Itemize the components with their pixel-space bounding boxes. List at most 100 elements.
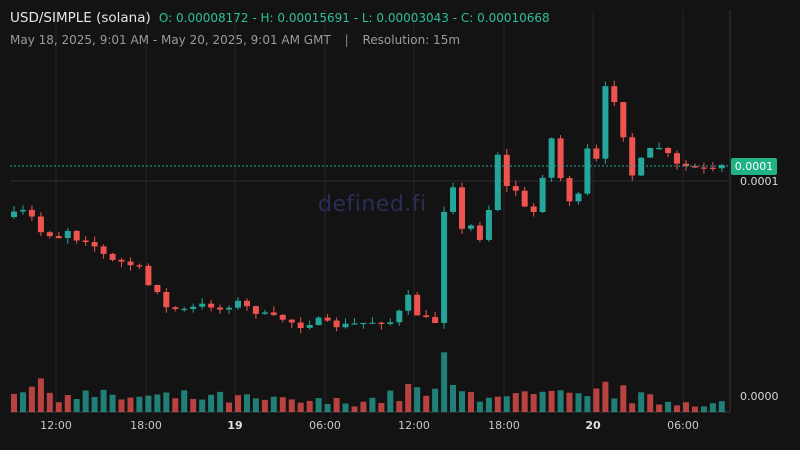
candle-body: [136, 265, 143, 267]
candle-body: [423, 315, 430, 317]
candle-body: [20, 209, 26, 212]
candle-body: [315, 317, 322, 326]
volume-bar: [82, 390, 89, 412]
volume-bar: [351, 406, 358, 412]
volume-bar: [217, 391, 224, 412]
candle-body: [217, 307, 224, 310]
volume-bar: [20, 392, 26, 412]
volume-bar: [73, 399, 80, 412]
candle-body: [235, 300, 241, 308]
volume-bar: [118, 399, 125, 412]
volume-bar: [46, 392, 53, 412]
candle-body: [360, 322, 367, 325]
candle-body: [476, 225, 483, 240]
candle-body: [270, 312, 277, 315]
resolution: Resolution: 15m: [362, 33, 461, 47]
candle-body: [566, 178, 573, 202]
candle-body: [647, 148, 654, 158]
volume-bar: [521, 391, 528, 412]
volume-bar: [315, 398, 322, 412]
volume-bar: [584, 396, 591, 412]
candle-body: [351, 323, 358, 325]
date-range: May 18, 2025, 9:01 AM - May 20, 2025, 9:…: [10, 33, 331, 47]
volume-bar: [423, 395, 430, 412]
volume-bar: [190, 399, 197, 412]
volume-bar: [181, 390, 188, 412]
candle-body: [226, 307, 232, 310]
candle-body: [512, 186, 519, 191]
candle-body: [324, 317, 331, 321]
candle-body: [485, 210, 492, 240]
volume-bar: [226, 402, 232, 412]
symbol-title: USD/SIMPLE (solana): [10, 10, 151, 26]
volume-bar: [450, 385, 456, 412]
volume-bar: [629, 403, 636, 412]
chart-subheader: May 18, 2025, 9:01 AM - May 20, 2025, 9:…: [10, 33, 460, 47]
candle-body: [154, 285, 161, 292]
volume-bar: [154, 394, 161, 412]
candle-body: [683, 163, 689, 167]
candle-body: [297, 322, 304, 328]
volume-bar: [163, 392, 170, 412]
volume-bar: [199, 399, 206, 412]
candle-body: [709, 167, 716, 169]
candle-body: [208, 303, 215, 308]
volume-bar: [100, 389, 107, 412]
candle-body: [432, 317, 439, 323]
volume-bar: [638, 392, 645, 412]
candle-body: [100, 246, 107, 254]
volume-bar: [548, 390, 555, 412]
volume-bar: [172, 398, 179, 412]
ohlc-readout: O: 0.00008172 - H: 0.00015691 - L: 0.000…: [158, 11, 550, 25]
volume-bar: [235, 395, 241, 412]
volume-bar: [252, 398, 259, 412]
candle-body: [700, 167, 707, 169]
candle-body: [91, 242, 98, 247]
volume-bar: [55, 402, 62, 412]
candle-body: [55, 236, 62, 239]
candle-body: [127, 261, 134, 266]
volume-bar: [530, 394, 537, 412]
candle-body: [674, 153, 680, 164]
volume-bar: [369, 397, 376, 412]
candle-body: [46, 232, 53, 237]
time-tick-label: 06:00: [309, 419, 341, 432]
volume-bar: [709, 403, 716, 412]
candle-body: [665, 148, 672, 154]
candle-body: [181, 308, 188, 311]
volume-bar: [11, 393, 17, 412]
price-axis-label: 0.0000: [740, 390, 779, 403]
watermark: defined.fi: [318, 192, 427, 217]
candle-body: [656, 148, 663, 150]
time-tick-label: 18:00: [488, 419, 520, 432]
time-tick-label: 06:00: [667, 419, 699, 432]
candle-body: [593, 148, 600, 159]
volume-bar: [683, 402, 689, 412]
volume-bar: [602, 381, 609, 412]
volume-bar: [441, 352, 448, 412]
volume-bar: [494, 396, 501, 412]
volume-bar: [360, 401, 367, 412]
candle-body: [190, 306, 197, 309]
candle-body: [557, 138, 564, 179]
candle-body: [521, 190, 528, 207]
candle-body: [118, 259, 125, 262]
candle-body: [145, 265, 152, 286]
volume-bar: [244, 394, 250, 412]
volume-bar: [208, 394, 215, 412]
candle-body: [109, 253, 116, 260]
volume-bar: [91, 397, 98, 412]
candle-body: [172, 307, 179, 310]
volume-bar: [109, 394, 116, 412]
volume-bar: [432, 388, 439, 412]
candle-body: [64, 230, 71, 238]
volume-bar: [378, 403, 385, 412]
candle-body: [548, 138, 555, 178]
candle-body: [441, 211, 448, 323]
volume-bar: [485, 397, 492, 412]
volume-bar: [674, 405, 680, 412]
candle-body: [468, 225, 474, 229]
candle-body: [530, 206, 537, 212]
volume-bar: [700, 406, 707, 412]
